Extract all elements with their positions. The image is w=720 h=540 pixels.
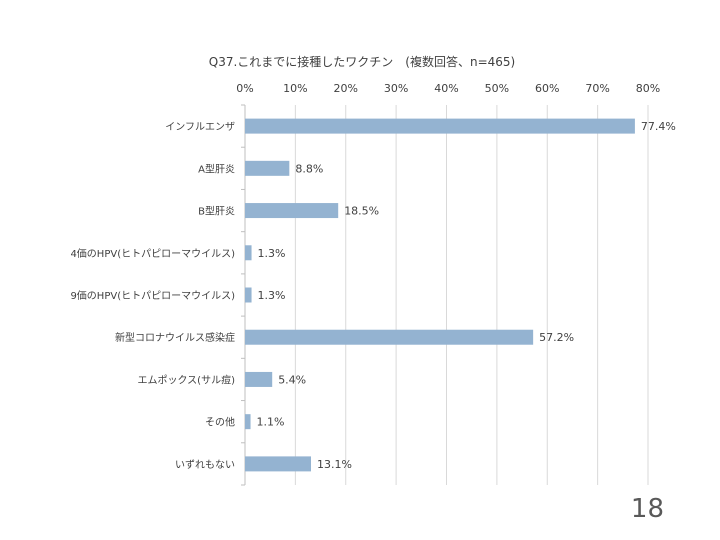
bars [245, 118, 635, 472]
data-label: 57.2% [539, 331, 574, 344]
bar [245, 118, 635, 134]
bar [245, 456, 311, 472]
category-label: エムポックス(サル痘) [137, 373, 235, 386]
data-label: 77.4% [641, 120, 676, 133]
x-tick-label: 20% [334, 82, 358, 95]
category-label: いずれもない [175, 459, 235, 471]
bar [245, 414, 251, 430]
bar [245, 371, 273, 387]
x-tick-label: 60% [535, 82, 559, 95]
x-tick-label: 40% [434, 82, 458, 95]
category-label: 4価のHPV(ヒトパピローマウイルス) [70, 247, 235, 260]
x-tick-label: 50% [485, 82, 509, 95]
category-label: 新型コロナウイルス感染症 [115, 331, 235, 344]
category-labels: インフルエンザ A型肝炎 B型肝炎 4価のHPV(ヒトパピローマウイルス) 9価のHPV… [70, 121, 235, 471]
x-tick-label: 0% [236, 82, 253, 95]
data-label: 1.1% [257, 416, 285, 429]
bar [245, 245, 252, 261]
x-tick-label: 30% [384, 82, 408, 95]
bar [245, 287, 252, 303]
data-label: 5.4% [278, 373, 306, 386]
data-label: 18.5% [344, 205, 379, 218]
x-tick-label: 70% [585, 82, 609, 95]
x-tick-label: 80% [636, 82, 660, 95]
bar [245, 329, 534, 345]
category-label: 9価のHPV(ヒトパピローマウイルス) [70, 289, 235, 302]
bar [245, 160, 290, 176]
category-label: B型肝炎 [198, 205, 235, 218]
data-label: 13.1% [317, 458, 352, 471]
category-label: A型肝炎 [198, 162, 235, 175]
category-label: その他 [205, 416, 235, 429]
bar [245, 203, 339, 219]
data-label: 1.3% [258, 289, 286, 302]
gridlines [241, 104, 649, 486]
data-label: 1.3% [258, 247, 286, 260]
data-label: 8.8% [295, 162, 323, 175]
category-label: インフルエンザ [165, 121, 235, 133]
slide-number: 18 [630, 494, 664, 524]
chart-title: Q37.これまでに接種したワクチン (複数回答、n=465) [209, 54, 515, 69]
x-tick-label: 10% [283, 82, 307, 95]
data-labels: 77.4% 8.8% 18.5% 1.3% 1.3% 57.2% 5.4% 1.1% 13.1% [257, 120, 676, 471]
x-axis-ticks: 0% 10% 20% 30% 40% 50% 60% 70% 80% [236, 82, 660, 95]
